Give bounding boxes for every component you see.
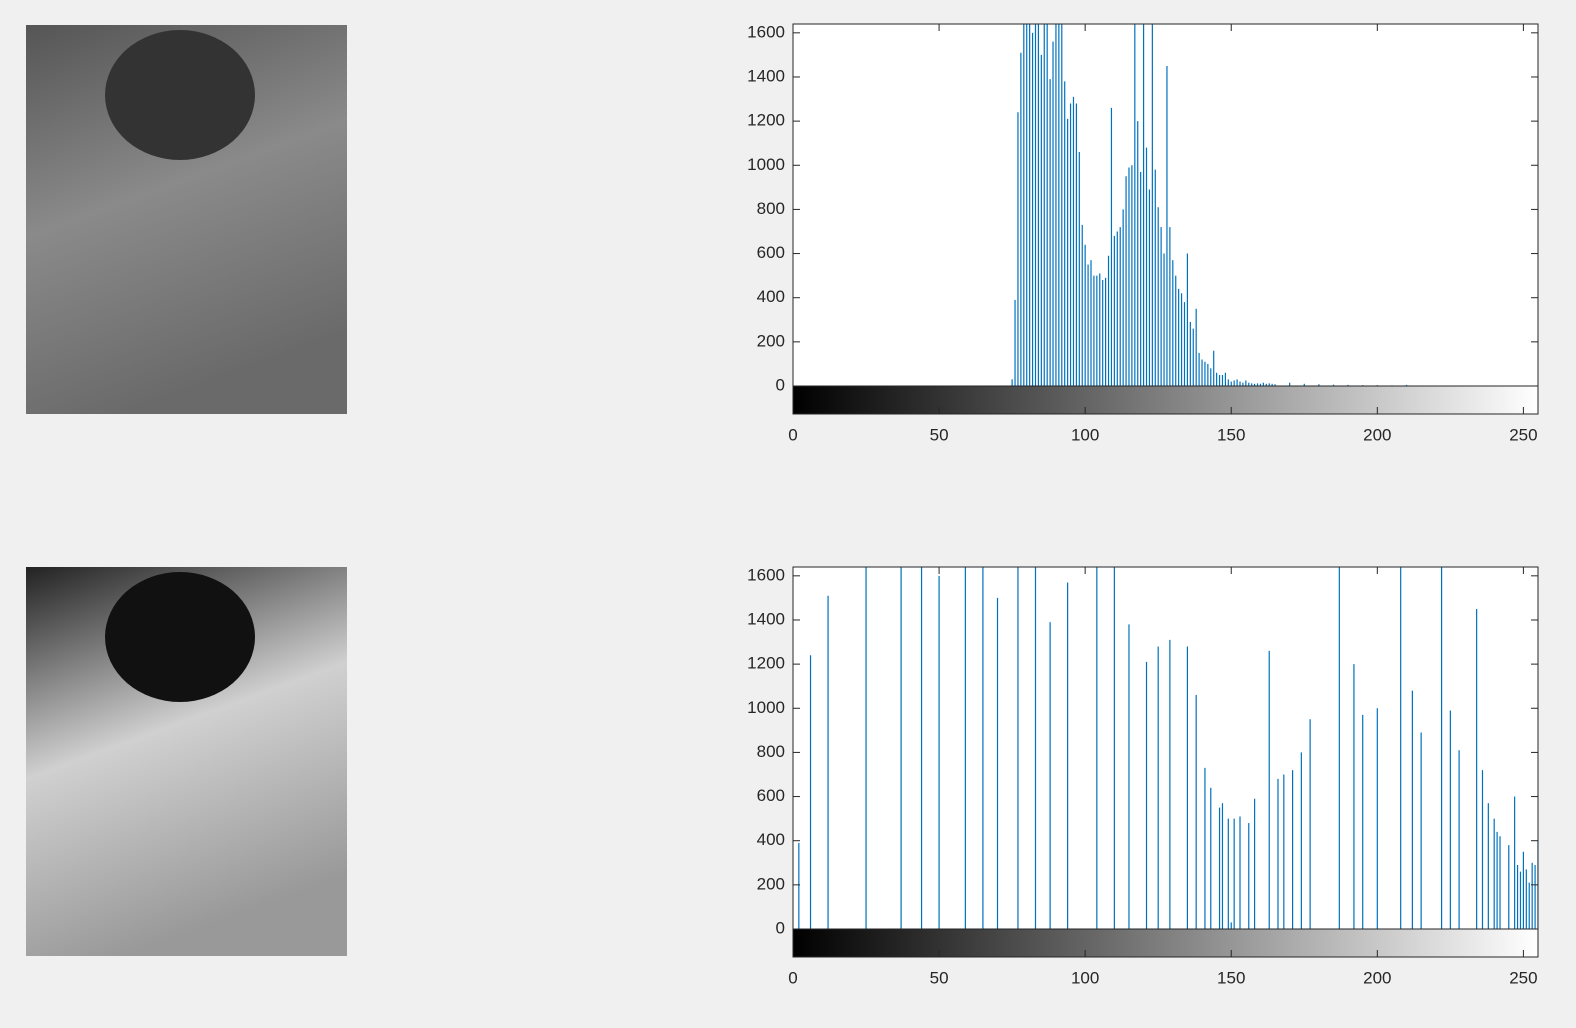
x-tick-label: 0 [788,425,797,444]
colorbar-box [792,385,1539,415]
y-tick-label: 600 [757,786,785,805]
plot-area [793,567,1538,929]
x-tick-label: 50 [930,968,949,987]
colorbar-box [792,928,1539,958]
stems [1011,24,1437,386]
x-tick-label: 250 [1509,968,1537,987]
y-tick-label: 800 [757,742,785,761]
y-tick-label: 200 [757,331,785,350]
y-tick-label: 1200 [747,111,785,130]
photo-detail [105,572,255,702]
x-tick-label: 50 [930,425,949,444]
y-tick-label: 400 [757,287,785,306]
y-tick-label: 1000 [747,698,785,717]
y-tick-label: 800 [757,199,785,218]
x-tick-label: 100 [1071,968,1099,987]
colorbar [793,386,1538,414]
photo-detail [105,30,255,160]
x-tick-label: 200 [1363,425,1391,444]
x-tick-label: 0 [788,968,797,987]
x-tick-label: 150 [1217,425,1245,444]
y-tick-label: 1400 [747,66,785,85]
y-tick-label: 0 [776,375,785,394]
stems [798,567,1538,929]
y-tick-label: 200 [757,874,785,893]
y-tick-label: 1200 [747,654,785,673]
y-tick-label: 600 [757,243,785,262]
y-tick-label: 0 [776,918,785,937]
x-tick-label: 100 [1071,425,1099,444]
x-tick-label: 250 [1509,425,1537,444]
y-tick-label: 1600 [747,565,785,584]
x-tick-label: 150 [1217,968,1245,987]
x-tick-label: 200 [1363,968,1391,987]
y-tick-label: 1600 [747,22,785,41]
y-tick-label: 1000 [747,155,785,174]
y-tick-label: 400 [757,830,785,849]
plot-area [793,24,1538,386]
colorbar [793,929,1538,957]
y-tick-label: 1400 [747,609,785,628]
